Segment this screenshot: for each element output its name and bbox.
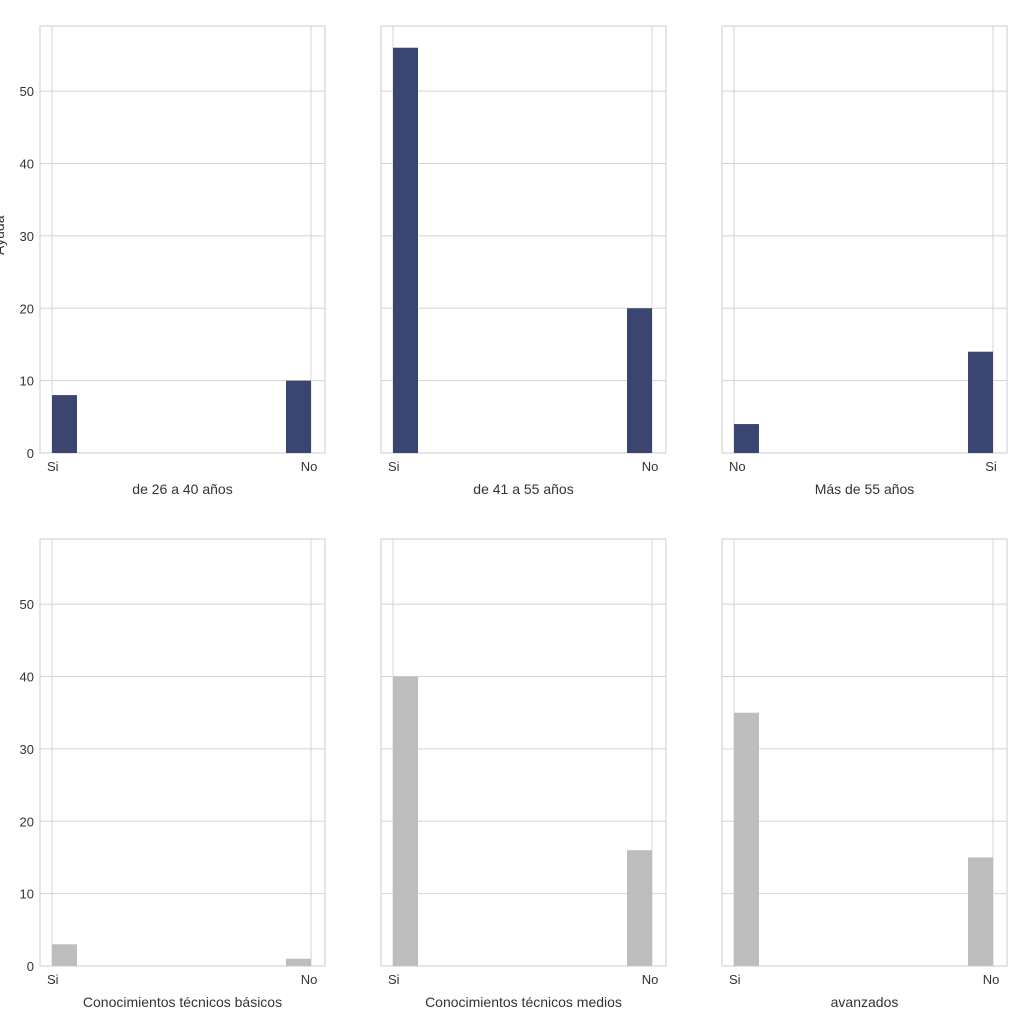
y-tick-label: 20: [20, 814, 34, 829]
y-tick-label: 40: [20, 157, 34, 172]
subplot-6: Si No avanzados: [721, 538, 1008, 1010]
y-tick-label: 40: [20, 670, 34, 685]
x-tick-label: No: [642, 972, 659, 987]
subplot-5: Si No Conocimientos técnicos medios: [380, 538, 667, 1010]
x-tick-label: Si: [388, 459, 400, 474]
x-tick-label: Si: [985, 459, 997, 474]
bar-no: [968, 857, 993, 966]
x-tick-label: Si: [729, 972, 741, 987]
plot-frame: [380, 538, 667, 967]
x-axis-label: de 41 a 55 años: [473, 481, 573, 497]
y-tick-label: 0: [27, 959, 34, 974]
bar-no: [286, 958, 311, 966]
x-tick-label: Si: [47, 972, 59, 987]
bar-si: [393, 47, 418, 454]
y-tick-label: 50: [20, 84, 34, 99]
x-tick-label: No: [301, 459, 318, 474]
x-axis-label: Conocimientos técnicos medios: [425, 994, 622, 1010]
x-axis-label: Más de 55 años: [815, 481, 915, 497]
x-axis-label: de 26 a 40 años: [132, 481, 232, 497]
bar-no: [627, 850, 652, 966]
plot-frame: [721, 25, 1008, 454]
y-axis-label: Ayuda: [0, 215, 7, 255]
x-tick-label: No: [301, 972, 318, 987]
subplot-4: Si No 0 10 20 30 40 50 Conocimientos técnicos bá…: [20, 538, 326, 1010]
bar-si: [393, 676, 418, 966]
y-tick-label: 10: [20, 887, 34, 902]
x-tick-label: Si: [388, 972, 400, 987]
y-tick-label: 10: [20, 374, 34, 389]
x-tick-label: No: [983, 972, 1000, 987]
bar-no: [734, 424, 759, 453]
plot-frame: [39, 25, 326, 454]
bar-si: [734, 712, 759, 966]
bar-no: [286, 380, 311, 453]
bar-si: [968, 351, 993, 453]
x-axis-label: Conocimientos técnicos básicos: [83, 994, 282, 1010]
bar-si: [52, 395, 77, 453]
bar-no: [627, 308, 652, 453]
subplot-3: No Si Más de 55 años: [721, 25, 1008, 497]
plot-frame: [39, 538, 326, 967]
y-tick-label: 50: [20, 597, 34, 612]
x-tick-label: No: [729, 459, 746, 474]
subplot-1: Si No 0 10 20 30 40 50 de 26 a 40 años Ayuda: [0, 25, 326, 497]
x-tick-label: Si: [47, 459, 59, 474]
x-axis-label: avanzados: [831, 994, 899, 1010]
subplot-2: Si No de 41 a 55 años: [380, 25, 667, 497]
y-tick-label: 30: [20, 229, 34, 244]
plot-frame: [380, 25, 667, 454]
y-tick-label: 30: [20, 742, 34, 757]
y-tick-label: 20: [20, 301, 34, 316]
x-tick-label: No: [642, 459, 659, 474]
y-tick-label: 0: [27, 446, 34, 461]
bar-si: [52, 944, 77, 966]
plot-frame: [721, 538, 1008, 967]
